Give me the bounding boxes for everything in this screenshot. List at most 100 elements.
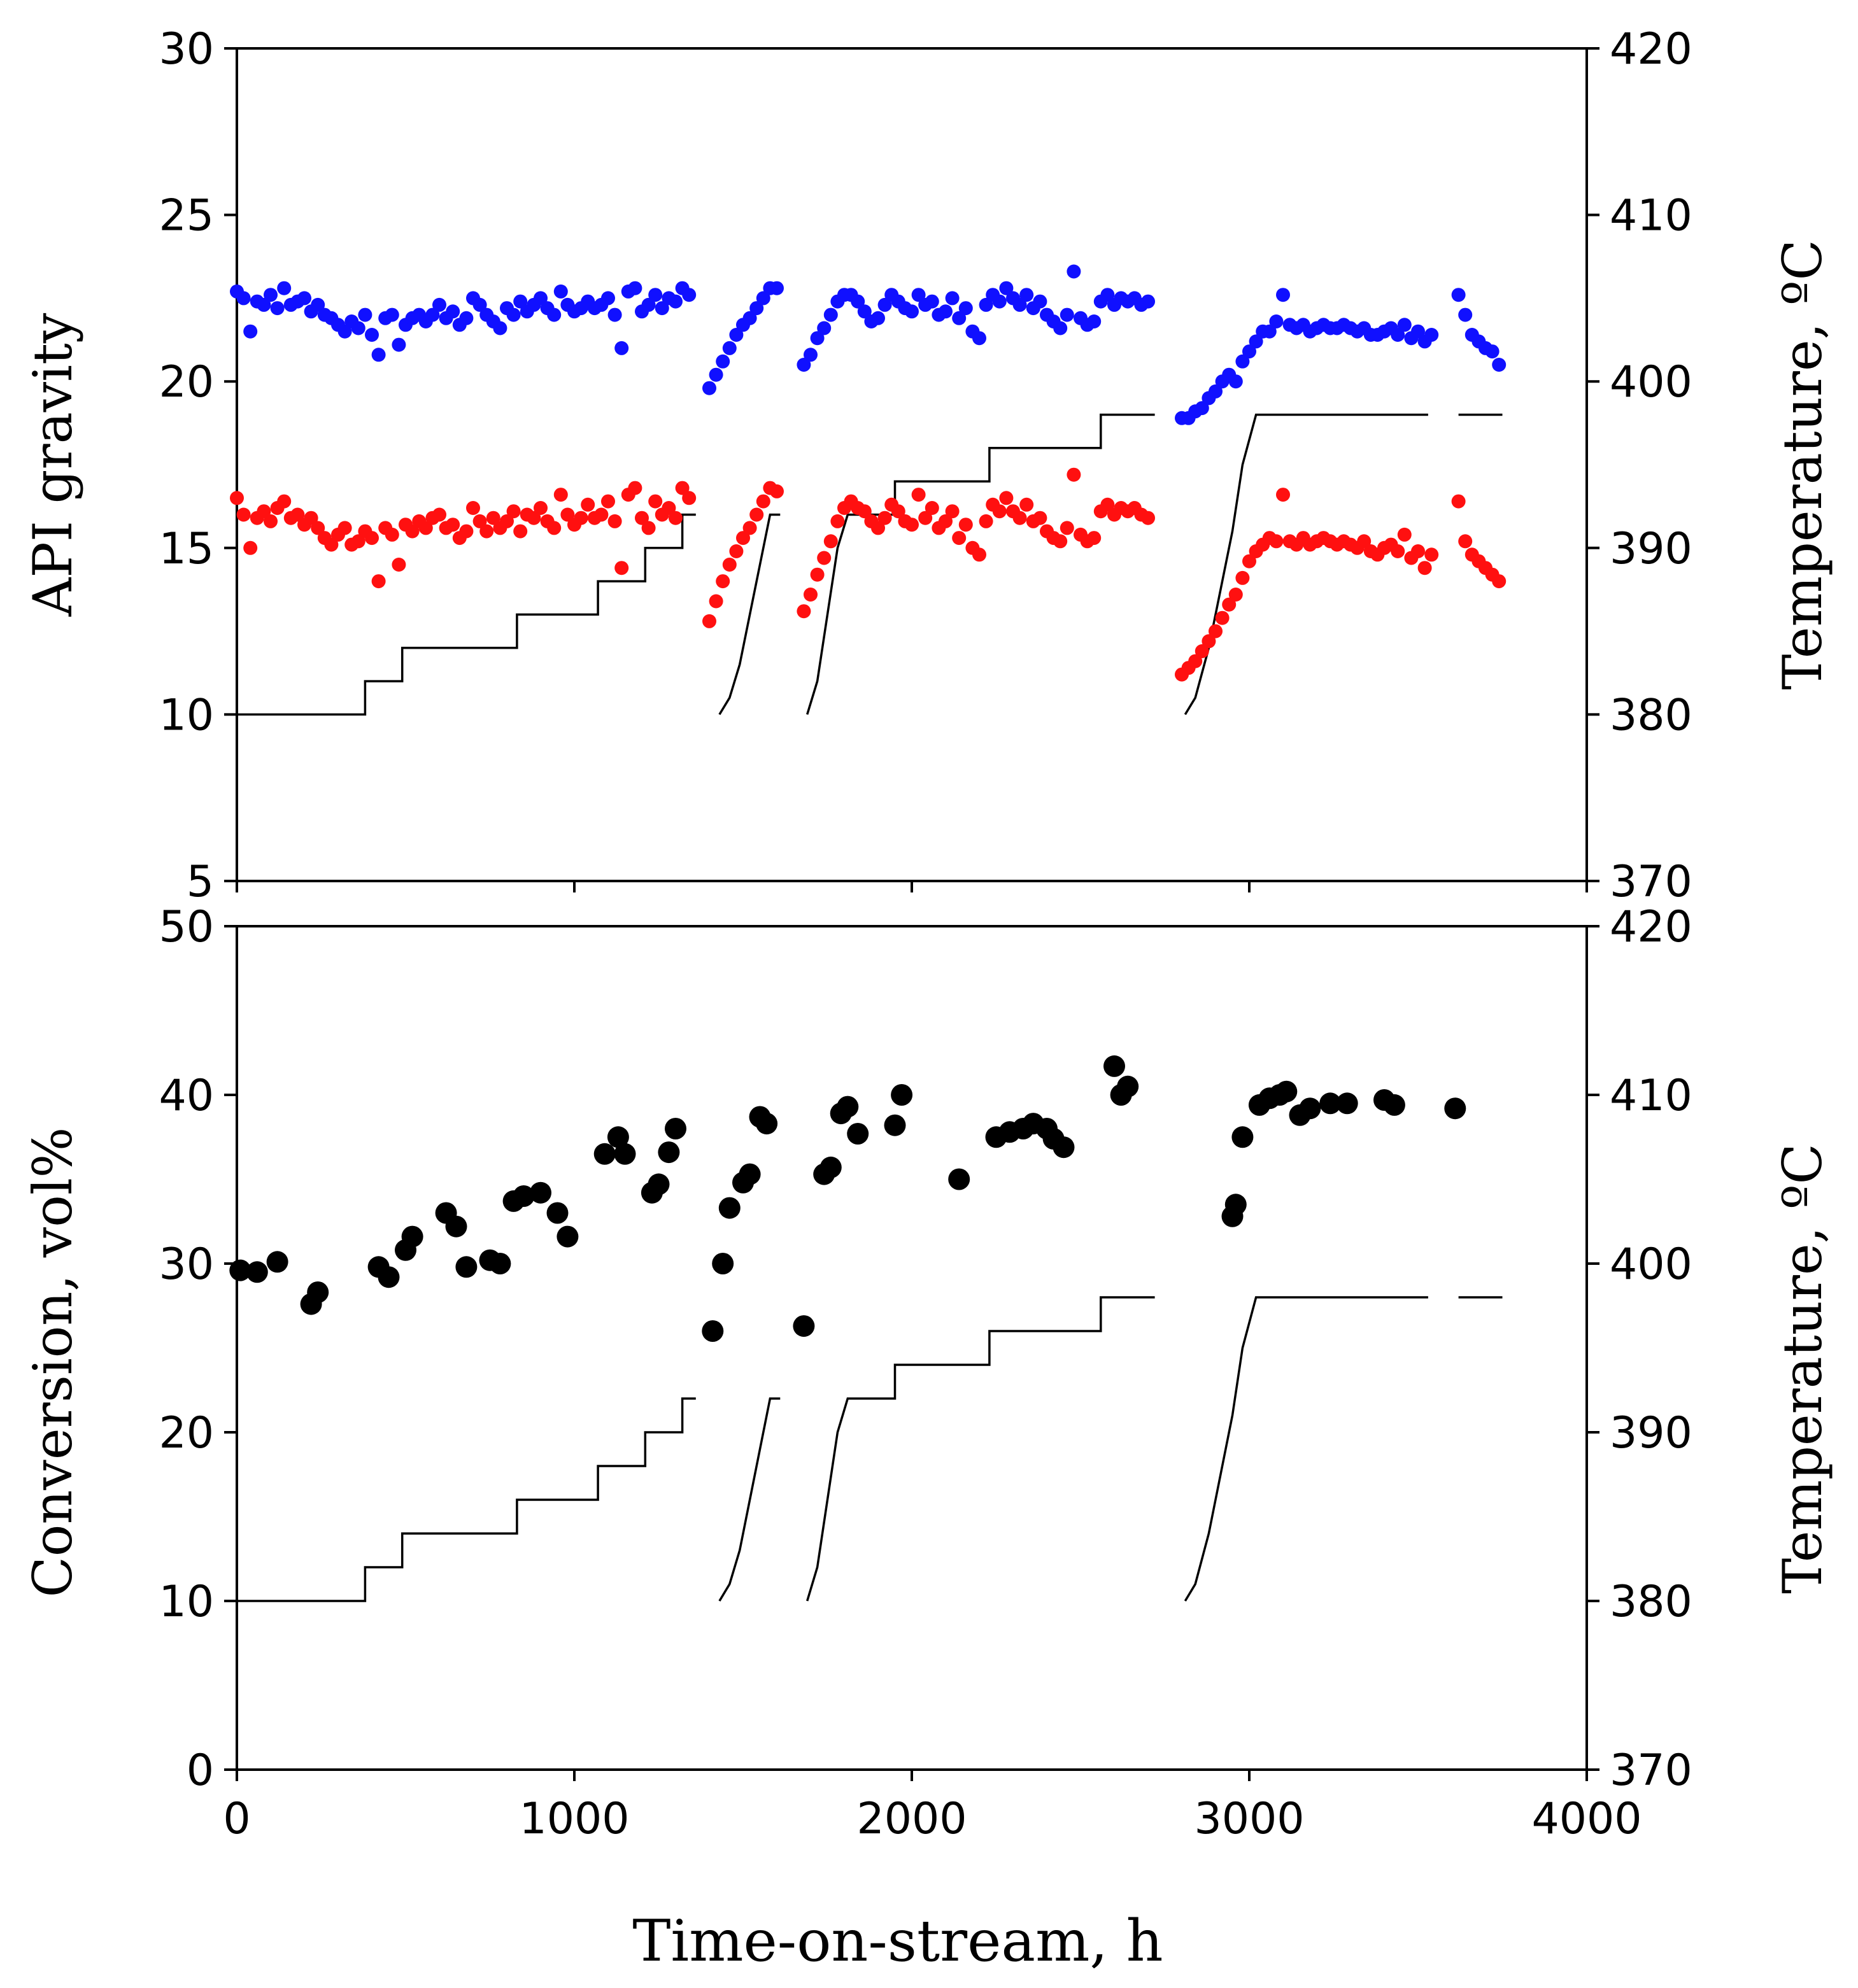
data-point: [401, 1225, 423, 1248]
data-point: [1060, 521, 1074, 535]
data-point: [506, 504, 521, 519]
data-point: [1275, 1080, 1298, 1103]
data-point: [648, 1173, 670, 1195]
data-point: [729, 328, 744, 342]
data-point: [601, 291, 615, 306]
y2-tick-label: 400: [1610, 357, 1692, 407]
data-point: [581, 497, 595, 512]
data-point: [905, 304, 919, 319]
data-point: [385, 307, 399, 322]
data-point: [925, 501, 939, 515]
data-point: [817, 321, 832, 335]
bottom-axis-ticks: 0 10 20 30 40 50 370 380 390 400 410 420 0 1000 2000 30…: [159, 902, 1692, 1844]
data-point: [770, 484, 784, 498]
y-tick-label: 20: [159, 357, 214, 407]
data-point: [257, 504, 271, 519]
data-point: [992, 504, 1007, 519]
data-point: [1383, 1094, 1405, 1116]
temperature-line: [718, 513, 781, 716]
data-point: [871, 311, 885, 325]
data-point: [405, 524, 420, 539]
top-temperature-line-group: [237, 413, 1503, 716]
bottom-conversion-points-group: [229, 1055, 1466, 1342]
y-tick-label: 5: [187, 857, 214, 907]
y-tick-label: 20: [159, 1408, 214, 1458]
data-point: [682, 288, 697, 302]
top-panel: 5 10 15 20 25 30 370 380 390 400 410 420 API gravit…: [22, 24, 1834, 907]
data-point: [1117, 1075, 1139, 1097]
data-point: [1012, 297, 1027, 312]
data-point: [658, 1141, 680, 1164]
data-point: [574, 511, 588, 525]
x-tick-label: 2000: [856, 1794, 967, 1844]
data-point: [857, 304, 872, 319]
data-point: [371, 348, 386, 362]
data-point: [534, 501, 548, 515]
temperature-line: [237, 1397, 696, 1602]
data-point: [324, 537, 339, 552]
data-point: [797, 604, 811, 619]
top-axis-ticks: 5 10 15 20 25 30 370 380 390 400 410 420: [159, 24, 1692, 907]
x-tick-label: 3000: [1194, 1794, 1304, 1844]
data-point: [553, 488, 568, 502]
data-point: [1336, 1092, 1358, 1115]
data-point: [1458, 534, 1473, 549]
data-point: [736, 531, 750, 546]
data-point: [479, 524, 494, 539]
data-point: [1053, 321, 1068, 335]
data-point: [236, 291, 251, 306]
data-point: [1209, 384, 1223, 398]
data-point: [607, 307, 622, 322]
data-point: [722, 341, 737, 355]
data-point: [594, 507, 609, 522]
data-point: [1202, 634, 1216, 649]
data-point: [236, 507, 251, 522]
data-point: [1299, 1097, 1321, 1120]
data-point: [1411, 544, 1425, 558]
data-point: [749, 301, 764, 316]
data-point: [418, 521, 433, 535]
data-point: [1249, 334, 1263, 349]
data-point: [351, 534, 365, 549]
data-point: [1276, 288, 1290, 302]
temperature-line: [1184, 413, 1428, 716]
y2-tick-label: 390: [1610, 1408, 1692, 1458]
data-point: [877, 297, 892, 312]
data-point: [1053, 1136, 1075, 1159]
data-point: [992, 294, 1007, 309]
data-point: [466, 501, 480, 515]
data-point: [628, 281, 642, 295]
data-point: [607, 514, 622, 528]
data-point: [742, 311, 757, 325]
data-point: [1019, 497, 1034, 512]
data-point: [1458, 307, 1473, 322]
data-point: [493, 321, 507, 335]
data-point: [958, 301, 973, 316]
data-point: [669, 294, 683, 309]
data-point: [830, 514, 845, 528]
data-point: [607, 1126, 629, 1148]
data-point: [1087, 314, 1102, 328]
data-point: [1067, 264, 1081, 279]
data-point: [1231, 1126, 1254, 1148]
data-point: [1451, 494, 1466, 509]
data-point: [546, 1202, 569, 1224]
data-point: [1209, 624, 1223, 638]
data-point: [918, 511, 933, 525]
y2-tick-label: 400: [1610, 1239, 1692, 1290]
bottom-y2-axis-label: Temperature, ºC: [1771, 1143, 1834, 1593]
data-point: [392, 337, 406, 352]
data-point: [1242, 554, 1256, 568]
data-point: [877, 511, 892, 525]
data-point: [489, 1253, 511, 1274]
data-point: [1357, 534, 1372, 549]
data-point: [702, 614, 716, 628]
data-point: [1067, 467, 1081, 482]
data-point: [1492, 574, 1507, 589]
data-point: [392, 558, 406, 572]
data-point: [911, 488, 926, 502]
data-point: [257, 297, 271, 312]
data-point: [1060, 307, 1074, 322]
data-point: [742, 521, 757, 535]
data-point: [472, 297, 487, 312]
